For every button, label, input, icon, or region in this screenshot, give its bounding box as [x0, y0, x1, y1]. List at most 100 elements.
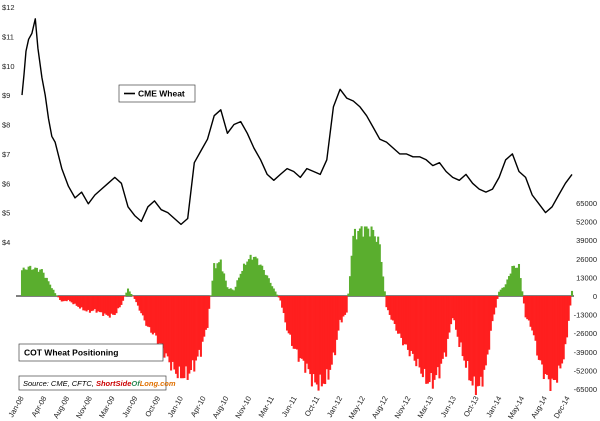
- cot-bar: [360, 226, 363, 296]
- cot-bar: [517, 263, 521, 296]
- cot-bar: [272, 288, 275, 296]
- cot-bar: [451, 296, 454, 319]
- cot-bar: [102, 296, 105, 316]
- cot-bar: [320, 296, 323, 387]
- cot-bar: [29, 265, 32, 296]
- cot-bar: [246, 261, 249, 296]
- cot-bar: [494, 296, 497, 308]
- cot-bar: [339, 296, 342, 320]
- price-tick-label: $8: [2, 121, 10, 130]
- cot-bar: [85, 296, 88, 312]
- cot-bar: [160, 296, 163, 344]
- cot-bar: [224, 280, 227, 296]
- cot-bar: [138, 296, 141, 311]
- cot-bar: [358, 228, 361, 296]
- cot-bar: [77, 296, 80, 307]
- cot-bar: [347, 293, 350, 296]
- cot-bar: [334, 296, 337, 356]
- cot-bar: [549, 296, 552, 391]
- cot-bar: [537, 296, 540, 360]
- cot-tick-label: 52000: [576, 218, 597, 227]
- cot-bar: [193, 296, 196, 372]
- cot-bar: [110, 296, 113, 314]
- cot-bar: [180, 296, 183, 379]
- cot-legend-label: COT Wheat Positioning: [24, 348, 118, 358]
- cot-bar: [458, 296, 461, 348]
- cot-bar: [491, 296, 494, 322]
- cot-bar: [50, 288, 53, 296]
- cot-bar: [569, 296, 572, 306]
- cot-bar: [218, 262, 221, 296]
- cot-bar: [118, 296, 121, 308]
- cot-bar: [141, 296, 144, 316]
- cot-bar: [441, 296, 444, 359]
- cot-bar: [463, 296, 466, 361]
- cot-bar: [440, 296, 443, 364]
- cot-bar: [541, 296, 544, 365]
- cot-bar: [60, 296, 63, 302]
- cot-bar: [199, 296, 202, 357]
- cot-bar: [562, 296, 565, 360]
- cot-bar: [504, 284, 507, 296]
- cot-bar: [350, 255, 353, 296]
- cot-bar: [511, 265, 514, 296]
- cot-bar: [87, 296, 90, 310]
- cot-bar: [380, 261, 383, 296]
- cot-bar: [155, 296, 158, 336]
- cot-bar: [459, 296, 463, 343]
- cot-bar: [392, 296, 395, 321]
- cot-bar: [410, 296, 413, 351]
- cot-positioning-bars: [20, 226, 574, 396]
- cot-bar: [267, 278, 270, 296]
- price-legend-box: [118, 84, 196, 103]
- cot-bar: [387, 296, 390, 311]
- cot-bar: [322, 296, 325, 384]
- cot-bar: [45, 277, 48, 296]
- cot-bar: [512, 265, 516, 296]
- cot-bar: [501, 287, 504, 296]
- cot-bar: [357, 231, 360, 296]
- cot-bar: [203, 296, 206, 337]
- cot-bar: [393, 296, 396, 324]
- cot-bar: [257, 265, 260, 296]
- cot-bar: [153, 296, 156, 333]
- cot-bar: [113, 296, 116, 315]
- cot-bar: [348, 276, 352, 296]
- cot-bar: [483, 296, 486, 370]
- cot-bar: [233, 290, 236, 296]
- cot-bar: [95, 296, 98, 313]
- cot-bar: [425, 296, 428, 384]
- cot-bar: [406, 296, 410, 350]
- cot-bar: [80, 296, 83, 308]
- cot-bar: [352, 235, 355, 296]
- cot-bar: [151, 296, 154, 335]
- cot-bar: [117, 296, 120, 309]
- cot-bar: [254, 256, 257, 296]
- cot-bar: [388, 296, 391, 315]
- cot-bar: [274, 291, 277, 296]
- cot-tick-label: -26000: [574, 329, 597, 338]
- cot-bar: [514, 267, 517, 296]
- cot-bar: [128, 291, 131, 296]
- cot-bar: [315, 296, 318, 385]
- cot-bar: [400, 296, 403, 338]
- cot-bar: [433, 296, 436, 380]
- cot-bar: [471, 296, 474, 386]
- cot-bar: [506, 279, 509, 296]
- cot-bar: [54, 293, 57, 296]
- cot-bar: [98, 296, 101, 313]
- cot-bar: [408, 296, 411, 357]
- cot-bar: [143, 296, 146, 321]
- source-note: Source: CME, CFTC, ShortSideOfLong.com: [18, 375, 176, 391]
- cot-bar: [418, 296, 421, 368]
- cot-bar: [279, 296, 282, 301]
- cot-bar: [62, 296, 65, 302]
- cot-bar: [401, 296, 405, 346]
- cot-bar: [319, 296, 322, 375]
- cot-bar: [443, 296, 446, 353]
- cot-bar: [524, 296, 527, 318]
- cot-bar: [55, 295, 58, 296]
- cot-bar: [93, 296, 96, 310]
- cot-bar: [206, 296, 209, 328]
